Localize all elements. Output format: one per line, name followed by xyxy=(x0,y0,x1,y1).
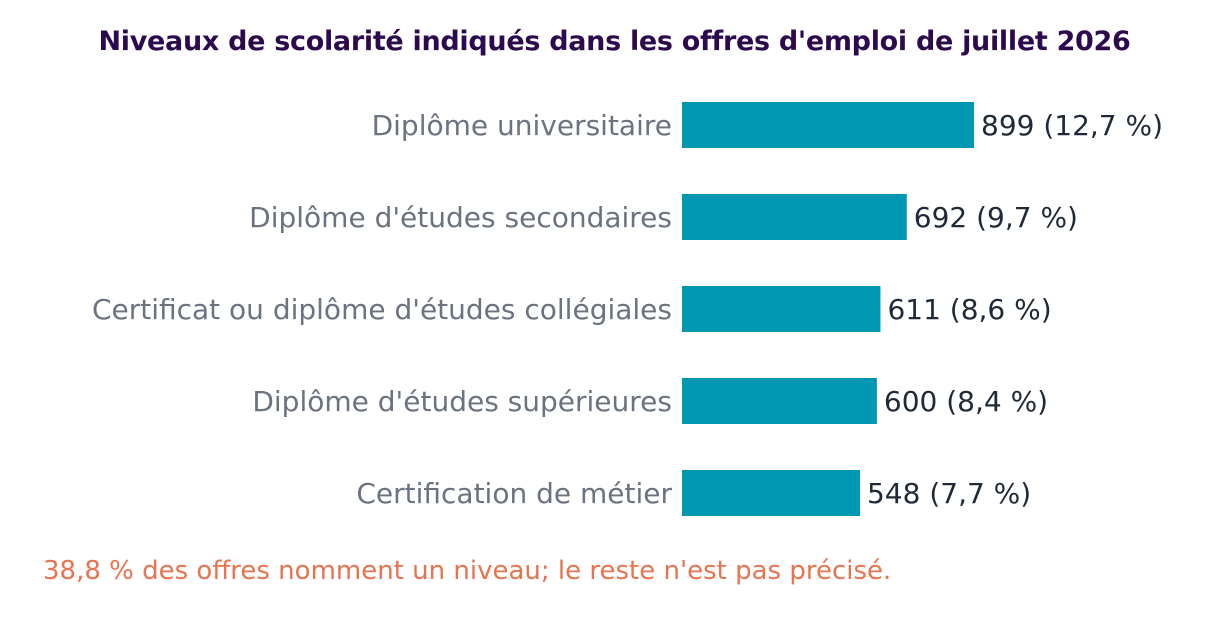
category-label: Certificat ou diplôme d'études collégial… xyxy=(92,293,672,326)
category-label: Diplôme d'études supérieures xyxy=(252,385,672,418)
chart-title: Niveaux de scolarité indiqués dans les o… xyxy=(98,26,1131,57)
value-label: 611 (8,6 %) xyxy=(887,293,1051,326)
category-label: Certification de métier xyxy=(356,477,672,510)
bar xyxy=(682,286,881,332)
value-label: 899 (12,7 %) xyxy=(981,109,1163,142)
bar xyxy=(682,378,877,424)
bar xyxy=(682,102,974,148)
value-label: 600 (8,4 %) xyxy=(884,385,1048,418)
bar xyxy=(682,470,860,516)
value-label: 692 (9,7 %) xyxy=(914,201,1078,234)
footnote: 38,8 % des offres nomment un niveau; le … xyxy=(43,556,892,586)
bar xyxy=(682,194,907,240)
category-label: Diplôme d'études secondaires xyxy=(249,201,672,234)
category-label: Diplôme universitaire xyxy=(372,109,672,142)
value-label: 548 (7,7 %) xyxy=(867,477,1031,510)
